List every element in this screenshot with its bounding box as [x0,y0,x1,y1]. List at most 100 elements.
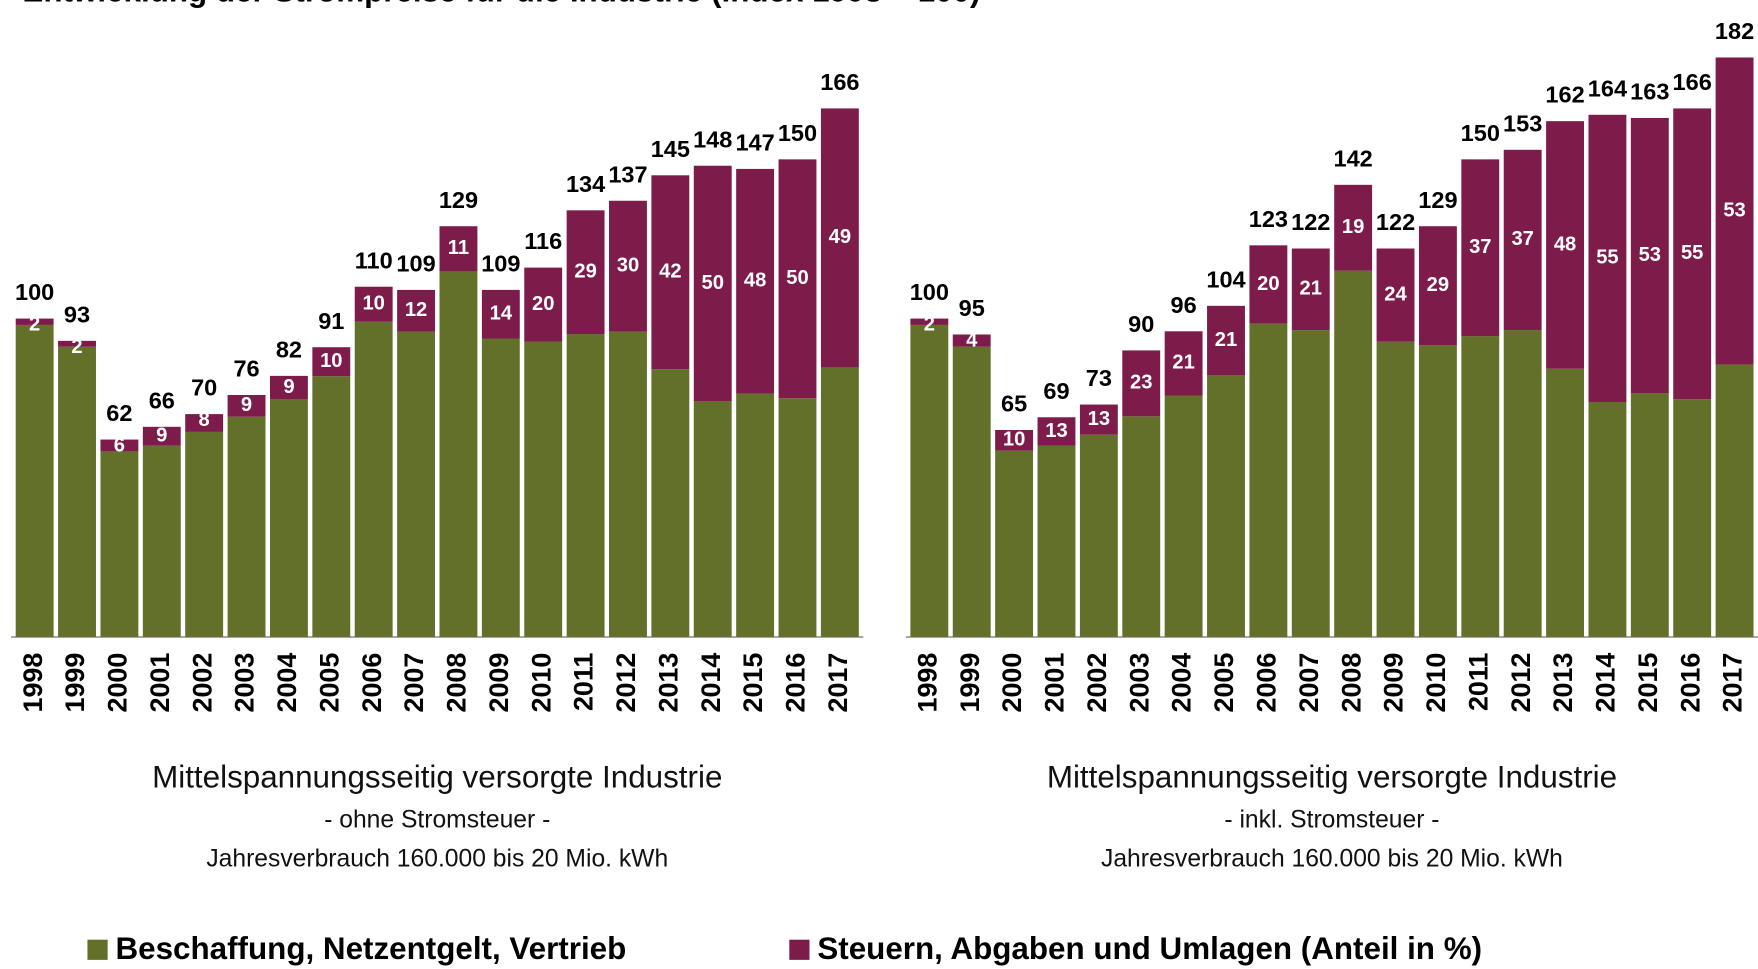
x-tick-label: 2014 [1591,653,1621,713]
x-tick-label: 2011 [569,653,599,711]
x-tick-label: 2004 [1167,653,1197,713]
share-label: 8 [199,409,210,431]
x-tick-label: 2002 [187,653,217,713]
panel-subtitle: - ohne Stromsteuer - [324,806,550,833]
x-tick-label: 2007 [399,653,429,713]
bar-segment-base [651,369,690,637]
bar-segment-taxes [1376,248,1415,342]
total-label: 134 [566,171,605,197]
bar-segment-taxes [354,286,393,322]
bar-segment-base [354,321,393,637]
total-label: 166 [820,69,859,95]
total-label: 129 [439,187,478,213]
x-tick-label: 2001 [1040,653,1070,713]
x-tick-label: 2010 [526,653,556,713]
bar-segment-taxes [952,334,991,347]
share-label: 24 [1384,283,1407,305]
share-label: 21 [1215,329,1237,351]
share-label: 10 [1003,429,1025,451]
bar-segment-taxes [100,439,139,452]
x-tick-label: 1999 [60,653,90,713]
x-tick-label: 2005 [314,653,344,713]
x-tick-label: 2007 [1294,653,1324,713]
bar-segment-taxes [185,414,224,432]
x-tick-label: 2017 [1718,653,1748,713]
total-label: 142 [1334,145,1373,171]
total-label: 150 [1461,120,1500,146]
bar-segment-taxes [1673,108,1712,400]
bar-segment-taxes [1334,184,1373,271]
x-tick-label: 2008 [442,653,472,713]
x-tick-label: 1998 [912,653,942,713]
bar-segment-base [566,334,605,637]
x-tick-label: 2011 [1463,653,1493,711]
bar-segment-base [1546,368,1584,637]
share-label: 55 [1596,247,1618,269]
x-tick-label: 2002 [1082,653,1112,713]
x-tick-label: 2015 [738,653,768,713]
x-tick-label: 2013 [1548,653,1578,713]
bar-segment-taxes [693,165,732,402]
total-label: 166 [1673,69,1712,95]
total-label: 66 [149,387,175,413]
total-label: 148 [693,126,732,152]
bar-segment-base [524,341,563,637]
bar-segment-taxes [481,289,520,339]
share-label: 21 [1300,278,1322,300]
bar-segment-base [1164,395,1203,637]
share-label: 50 [786,267,808,289]
share-label: 13 [1045,420,1067,442]
bar-segment-taxes [1588,114,1627,402]
x-tick-label: 2009 [484,653,514,713]
total-label: 162 [1545,82,1584,108]
total-label: 70 [191,375,217,401]
bar-segment-base [1334,270,1373,637]
bar-segment-taxes [1546,121,1584,369]
total-label: 62 [106,400,132,426]
total-label: 150 [778,120,817,146]
total-label: 182 [1715,18,1754,44]
x-tick-label: 2015 [1633,653,1663,713]
bar-segment-taxes [15,318,54,325]
share-label: 21 [1172,352,1194,374]
total-label: 91 [318,308,344,334]
x-tick-label: 2006 [357,653,387,713]
x-tick-label: 2009 [1379,653,1409,713]
x-tick-label: 2000 [103,653,133,713]
x-tick-label: 2008 [1336,653,1366,713]
total-label: 95 [959,295,985,321]
bar-segment-base [1503,330,1542,637]
share-label: 4 [966,330,978,352]
legend-swatch [789,939,810,960]
bar-segment-taxes [439,226,478,272]
share-label: 9 [283,376,294,398]
bar-segment-base [693,401,732,637]
share-label: 11 [448,237,469,259]
share-label: 2 [924,314,935,336]
chart-title: Entwicklung der Strompreise für die Indu… [22,0,980,9]
bar-segment-taxes [1122,350,1161,417]
x-tick-label: 2003 [230,653,260,713]
total-label: 82 [276,336,302,362]
x-tick-label: 2004 [272,653,302,713]
total-label: 145 [651,136,690,162]
bar-segment-base [481,338,520,637]
share-label: 10 [320,350,342,372]
x-tick-label: 2012 [611,653,641,713]
total-label: 109 [396,250,435,276]
share-label: 10 [362,293,384,315]
bar-segment-taxes [1715,57,1754,365]
bar-segment-base [269,399,308,637]
x-tick-label: 1999 [955,653,985,713]
share-label: 2 [71,336,82,358]
bar-segment-taxes [1207,305,1245,376]
bar-segment-base [15,324,54,637]
x-tick-label: 2000 [997,653,1027,713]
bar-segment-base [185,431,224,637]
share-label: 12 [405,299,427,321]
bar-segment-taxes [1291,248,1330,331]
total-label: 122 [1291,209,1330,235]
share-label: 6 [114,435,125,457]
bar-segment-base [1376,341,1415,637]
bar-segment-taxes [1418,226,1457,346]
